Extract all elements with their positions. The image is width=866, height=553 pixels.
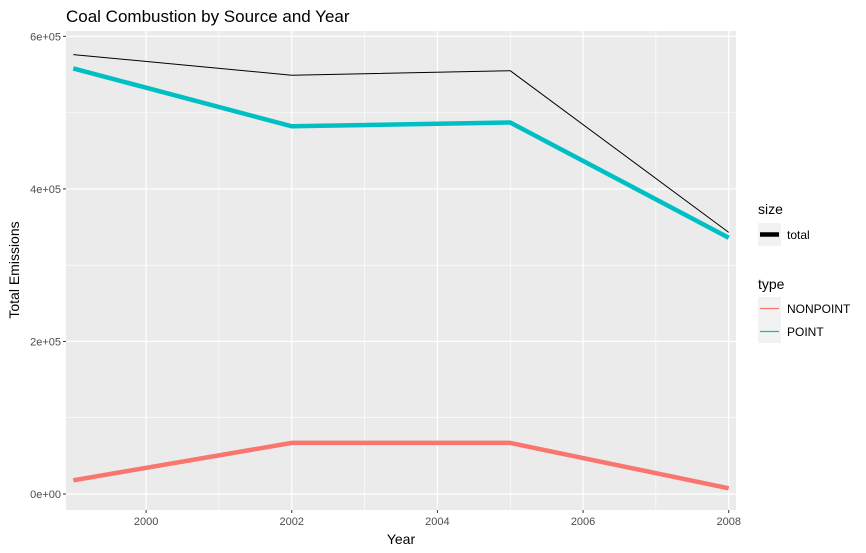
chart-title: Coal Combustion by Source and Year — [66, 7, 350, 26]
legend-title-size: size — [758, 201, 783, 217]
y-axis: 0e+00 2e+05 4e+05 6e+05 — [30, 31, 66, 501]
legend-label-nonpoint: NONPOINT — [787, 302, 851, 316]
plot-panel — [66, 31, 736, 510]
y-tick-label-2: 4e+05 — [30, 184, 61, 196]
x-tick-label-2: 2004 — [425, 516, 449, 528]
x-tick-label-3: 2006 — [571, 516, 595, 528]
x-axis-title: Year — [387, 531, 416, 547]
x-axis: 2000 2002 2004 2006 2008 — [134, 510, 741, 528]
series-line-nonpoint — [72, 440, 730, 491]
y-tick-label-0: 0e+00 — [30, 489, 61, 501]
x-tick-label-4: 2008 — [716, 516, 740, 528]
legend: size total type NONPOINT POINT — [758, 201, 851, 343]
grid-minor — [66, 31, 736, 510]
series-line-point — [72, 66, 730, 240]
y-tick-label-3: 6e+05 — [30, 31, 61, 43]
legend-label-point: POINT — [787, 325, 824, 339]
y-axis-title: Total Emissions — [6, 221, 22, 318]
series-layer — [72, 54, 730, 491]
x-tick-label-1: 2002 — [280, 516, 304, 528]
grid-major — [66, 31, 736, 510]
legend-label-total: total — [787, 228, 810, 242]
legend-title-type: type — [758, 276, 785, 292]
y-tick-label-1: 2e+05 — [30, 336, 61, 348]
x-tick-label-0: 2000 — [134, 516, 158, 528]
series-line-total — [73, 54, 729, 233]
